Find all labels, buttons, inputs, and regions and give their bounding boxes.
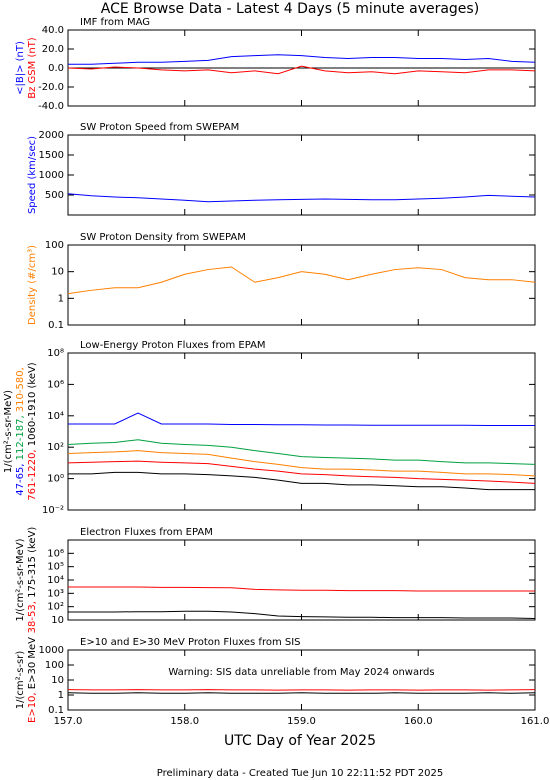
y-axis-label: 47-65, 112-187, 310-580,	[15, 367, 26, 496]
data-line	[68, 54, 536, 65]
y-tick-label: -40.0	[38, 101, 64, 112]
y-tick-label: 10	[51, 267, 64, 278]
data-line	[67, 65, 536, 75]
panel-title: Electron Fluxes from EPAM	[80, 527, 213, 538]
y-tick-label: 10⁵	[47, 562, 64, 573]
x-axis-label: UTC Day of Year 2025	[224, 733, 376, 749]
y-tick-label: 10⁶	[47, 548, 64, 559]
y-tick-label: 10⁰	[47, 474, 64, 485]
y-tick-label: 10⁸	[47, 348, 64, 359]
data-line	[67, 450, 536, 477]
panel-title: SW Proton Density from SWEPAM	[80, 232, 246, 243]
y-axis-label: 1/(cm²-s-sr-MeV)	[3, 390, 14, 473]
y-tick-label: 1	[58, 293, 64, 304]
annotation: Warning: SIS data unreliable from May 20…	[168, 667, 434, 678]
y-tick-label: 1	[58, 690, 64, 701]
y-axis-label: 38-53, 175-315 (keV)	[27, 527, 38, 634]
y-tick-label: 40.0	[42, 25, 64, 36]
y-tick-label: 500	[45, 190, 64, 201]
y-axis-label: 1/(cm²-s-sr)	[15, 651, 26, 710]
y-tick-label: 10²	[47, 442, 64, 453]
y-axis-label: 761-1220, 1060-1910 (keV)	[27, 362, 38, 501]
y-axis-label: Density (#/cm³)	[27, 245, 38, 325]
y-tick-label: 1000	[39, 170, 64, 181]
panel-title: Low-Energy Proton Fluxes from EPAM	[80, 340, 266, 351]
data-line	[67, 439, 536, 465]
y-axis-label: 1/(cm²-s-sr-MeV)	[15, 538, 26, 621]
y-axis-label-part: <|B|> (nT)	[15, 41, 26, 95]
panel-title: SW Proton Speed from SWEPAM	[80, 122, 239, 133]
y-tick-label: 10²	[47, 602, 64, 613]
y-tick-label: 0.0	[48, 63, 64, 74]
y-tick-label: -20.0	[38, 82, 64, 93]
page-title: ACE Browse Data - Latest 4 Days (5 minut…	[101, 1, 479, 17]
y-tick-label: 1500	[39, 150, 64, 161]
data-line	[68, 610, 536, 619]
x-tick-label: 159.0	[287, 716, 316, 727]
x-tick-label: 161.0	[521, 716, 550, 727]
y-axis-label-part: Bz GSM (nT)	[27, 37, 38, 99]
y-axis-label-part: 112-187,	[15, 412, 26, 460]
y-tick-label: 10⁴	[47, 575, 64, 586]
data-line	[68, 471, 535, 491]
y-axis-label-part: 47-65,	[15, 460, 26, 495]
y-axis-label-part: Speed (km/sec)	[27, 136, 38, 214]
y-tick-label: 10⁻²	[42, 505, 64, 516]
y-axis-label-part: 761-1220,	[27, 446, 38, 501]
y-axis-label-part: 310-580,	[15, 367, 26, 412]
y-tick-label: 0.1	[48, 320, 64, 331]
y-tick-label: 10⁶	[47, 379, 64, 390]
y-tick-label: 100	[45, 240, 64, 251]
footer: Preliminary data - Created Tue Jun 10 22…	[157, 768, 443, 779]
y-axis-label-part: E>30 MeV	[27, 637, 38, 689]
y-tick-label: 10⁴	[47, 411, 64, 422]
y-axis-label-part: 38-53,	[27, 598, 38, 633]
y-axis-label: <|B|> (nT)	[15, 41, 26, 95]
y-tick-label: 10	[51, 615, 64, 626]
data-line	[67, 266, 536, 295]
y-axis-label-part: 1/(cm²-s-sr-MeV)	[15, 538, 26, 621]
y-axis-label-part: 1/(cm²-s-sr)	[15, 651, 26, 710]
y-tick-label: 2000	[39, 130, 64, 141]
data-line	[68, 586, 535, 592]
panel-title: E>10 and E>30 MeV Proton Fluxes from SIS	[80, 637, 301, 648]
data-line	[67, 460, 536, 484]
panel-title: IMF from MAG	[80, 17, 150, 28]
y-axis-label-part: 1/(cm²-s-sr-MeV)	[3, 390, 14, 473]
y-tick-label: 0.1	[48, 705, 64, 716]
y-tick-label: 10	[51, 675, 64, 686]
y-tick-label: 100	[45, 660, 64, 671]
x-tick-label: 158.0	[170, 716, 199, 727]
y-axis-label-part: E>10,	[27, 689, 38, 723]
y-axis-label-part: 1060-1910 (keV)	[27, 362, 38, 446]
data-line	[67, 689, 536, 691]
data-line	[67, 193, 536, 203]
y-axis-label: Speed (km/sec)	[27, 136, 38, 214]
y-tick-label: 20.0	[42, 44, 64, 55]
y-tick-label: 1000	[39, 645, 64, 656]
y-axis-label: E>10, E>30 MeV	[27, 637, 38, 723]
y-axis-label: Bz GSM (nT)	[27, 37, 38, 99]
y-axis-label-part: 175-315 (keV)	[27, 527, 38, 598]
y-axis-label-part: Density (#/cm³)	[27, 245, 38, 325]
x-tick-label: 157.0	[54, 716, 83, 727]
y-tick-label: 10³	[47, 588, 64, 599]
x-tick-label: 160.0	[404, 716, 433, 727]
data-line	[68, 412, 535, 427]
